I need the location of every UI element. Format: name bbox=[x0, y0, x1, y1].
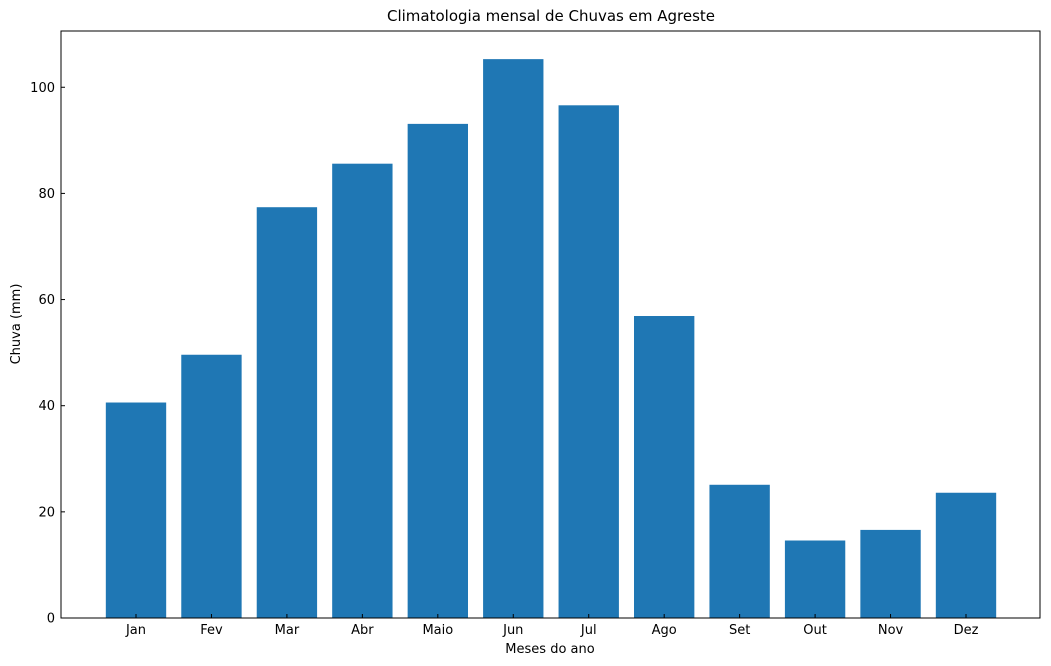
chart-title: Climatologia mensal de Chuvas em Agreste bbox=[387, 7, 715, 25]
y-axis-label: Chuva (mm) bbox=[9, 284, 24, 365]
y-axis-ticks: 0 20 40 60 80 100 bbox=[30, 81, 65, 627]
bar-set bbox=[709, 484, 770, 618]
x-tick-label: Fev bbox=[200, 623, 223, 638]
axes-frame bbox=[60, 30, 1041, 619]
x-axis-ticks: Jan Fev Mar Abr Maio Jun Jul Ago Set Out Nov Dez bbox=[125, 614, 979, 638]
y-tick-label: 80 bbox=[38, 187, 55, 202]
x-tick-label: Jul bbox=[580, 623, 597, 638]
x-tick-label: Nov bbox=[878, 623, 904, 638]
x-tick-label: Abr bbox=[351, 623, 374, 638]
x-tick-label: Jun bbox=[502, 623, 523, 638]
bar-abr bbox=[332, 163, 393, 618]
x-tick-label: Mar bbox=[275, 623, 300, 638]
bar-fev bbox=[181, 354, 242, 618]
bar-jul bbox=[558, 105, 619, 619]
bar-ago bbox=[634, 316, 695, 618]
x-tick-label: Jan bbox=[125, 623, 146, 638]
x-axis-label: Meses do ano bbox=[505, 642, 594, 657]
x-tick-label: Dez bbox=[954, 623, 979, 638]
bar-jan bbox=[105, 402, 167, 618]
y-tick-label: 100 bbox=[30, 81, 55, 96]
x-tick-label: Set bbox=[729, 623, 750, 638]
y-tick-label: 0 bbox=[47, 612, 55, 627]
bars-group bbox=[105, 59, 997, 619]
y-tick-label: 60 bbox=[38, 293, 55, 308]
x-tick-label: Maio bbox=[422, 623, 453, 638]
y-tick-label: 40 bbox=[38, 399, 55, 414]
x-tick-label: Ago bbox=[652, 623, 677, 638]
bar-maio bbox=[407, 123, 468, 618]
x-tick-label: Out bbox=[803, 623, 827, 638]
bar-nov bbox=[860, 529, 921, 618]
bar-dez bbox=[935, 492, 997, 618]
bar-mar bbox=[256, 207, 318, 618]
bar-jun bbox=[483, 59, 544, 618]
y-tick-label: 20 bbox=[38, 505, 55, 520]
bar-out bbox=[784, 540, 846, 618]
